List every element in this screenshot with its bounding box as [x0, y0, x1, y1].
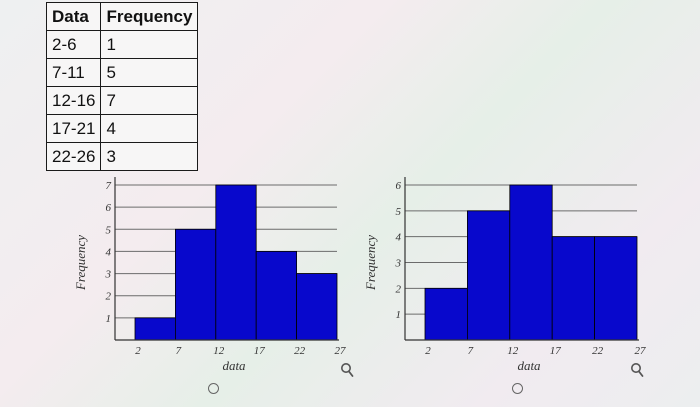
- x-tick-label: 12: [213, 345, 225, 357]
- histogram-bar: [467, 210, 511, 341]
- histogram-bar: [296, 273, 338, 341]
- table-cell: 22-26: [45, 142, 102, 171]
- x-tick-label: 12: [507, 345, 519, 357]
- table-header-data: Data: [45, 2, 102, 31]
- table-cell: 3: [100, 142, 199, 171]
- x-tick-label: 27: [635, 345, 647, 357]
- y-tick-label: 6: [396, 180, 402, 192]
- x-tick-label: 27: [335, 345, 347, 357]
- histogram-bar: [215, 184, 257, 341]
- table-cell: 12-16: [45, 86, 102, 115]
- y-tick-label: 3: [395, 258, 402, 270]
- x-tick-label: 22: [294, 345, 306, 357]
- table-cell: 2-6: [45, 30, 102, 59]
- y-tick-label: 4: [396, 232, 402, 244]
- table-cell: 4: [100, 114, 199, 143]
- radio-circle-icon[interactable]: [512, 383, 523, 394]
- x-tick-label: 22: [592, 345, 604, 357]
- x-tick-label: 7: [176, 345, 182, 357]
- y-tick-label: 3: [105, 269, 112, 281]
- frequency-table: Data Frequency 2-6 1 7-11 5 12-16 7 17-2…: [45, 2, 199, 171]
- x-axis-title: data: [222, 358, 246, 373]
- x-tick-label: 2: [135, 345, 141, 357]
- table-cell: 5: [100, 58, 199, 87]
- histogram-bar: [424, 287, 468, 341]
- histogram-bar: [509, 184, 553, 341]
- table-row: 22-26 3: [45, 142, 199, 171]
- table-row: 12-16 7: [45, 86, 199, 115]
- histogram-bar: [134, 317, 176, 341]
- y-tick-label: 4: [106, 246, 112, 258]
- table-header-row: Data Frequency: [45, 2, 199, 31]
- table-row: 2-6 1: [45, 30, 199, 59]
- table-cell: 7-11: [45, 58, 102, 87]
- radio-circle-icon[interactable]: [208, 383, 219, 394]
- y-tick-label: 6: [106, 202, 112, 214]
- y-tick-label: 5: [396, 206, 402, 218]
- table-cell: 17-21: [45, 114, 102, 143]
- histogram-option-b[interactable]: 1 2 3 4 5 6 2 7 12 17 22 27 data Frequency: [360, 170, 650, 380]
- y-tick-label: 7: [106, 180, 112, 192]
- x-tick-label: 17: [254, 345, 266, 357]
- y-tick-label: 5: [106, 224, 112, 236]
- table-cell: 1: [100, 30, 199, 59]
- histogram-bar: [255, 251, 297, 341]
- y-tick-label: 1: [106, 313, 112, 325]
- x-tick-label: 2: [425, 345, 431, 357]
- histogram-option-a[interactable]: 1 2 3 4 5 6 7 2 7 12 17 22 27 data Frequency: [60, 170, 350, 380]
- y-tick-label: 1: [396, 309, 402, 321]
- y-axis-title: Frequency: [73, 235, 88, 291]
- table-header-frequency: Frequency: [100, 2, 199, 31]
- table-row: 7-11 5: [45, 58, 199, 87]
- x-tick-label: 17: [550, 345, 562, 357]
- table-cell: 7: [100, 86, 199, 115]
- y-tick-label: 2: [106, 291, 112, 303]
- histogram-bar: [594, 236, 638, 341]
- histogram-bar: [551, 236, 595, 341]
- y-axis-title: Frequency: [363, 235, 378, 291]
- table-row: 17-21 4: [45, 114, 199, 143]
- histogram-bar: [175, 228, 217, 341]
- x-tick-label: 7: [468, 345, 474, 357]
- y-tick-label: 2: [396, 283, 402, 295]
- magnifier-icon[interactable]: [630, 362, 644, 378]
- magnifier-icon[interactable]: [340, 362, 354, 378]
- x-axis-title: data: [517, 358, 541, 373]
